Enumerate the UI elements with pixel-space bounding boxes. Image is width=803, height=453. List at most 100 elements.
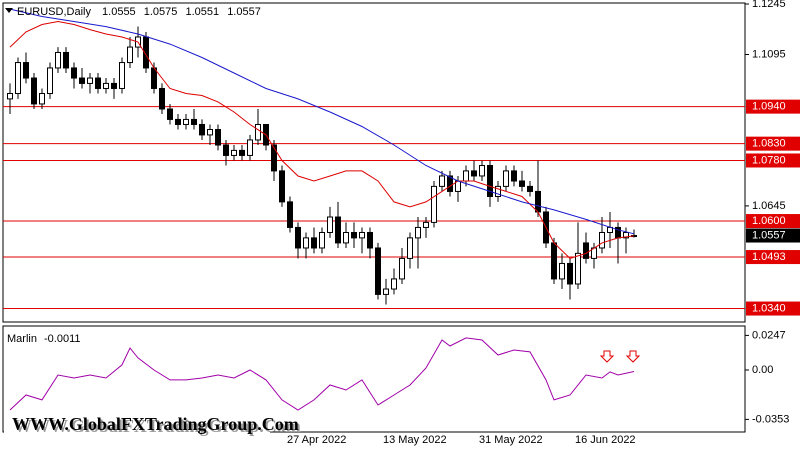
candle-body	[15, 62, 21, 95]
header-low: 1.0551	[185, 6, 219, 18]
level-label-box	[746, 153, 800, 168]
last-price-label: 1.0557	[752, 229, 786, 241]
y-tick-label: 0.00	[752, 364, 773, 376]
candle-body	[199, 123, 205, 136]
candle-body	[23, 62, 29, 79]
candle-body	[599, 231, 605, 249]
candle-body	[231, 149, 237, 156]
oscillator-value: -0.0011	[44, 333, 81, 345]
candle-body	[583, 242, 589, 259]
watermark: WWW.GlobalFXTradingGroup.Com	[12, 414, 299, 434]
level-label: 1.0780	[752, 154, 786, 166]
candle-body	[55, 51, 61, 69]
last-price-box	[746, 228, 800, 243]
candle-body	[383, 288, 389, 295]
level-label: 1.0940	[752, 101, 786, 113]
header-close: 1.0557	[227, 6, 261, 18]
candle-body	[551, 242, 557, 280]
level-label: 1.0830	[752, 138, 786, 150]
candle-body	[159, 87, 165, 110]
price-panel-frame	[2, 2, 746, 323]
candle-body	[63, 51, 69, 69]
candle-body	[335, 216, 341, 244]
candle-body	[127, 46, 133, 64]
candle-body	[207, 129, 213, 136]
level-label-box	[746, 214, 800, 229]
candle-body	[407, 237, 413, 259]
candle-body	[7, 93, 13, 100]
watermark-shadow: WWW.GlobalFXTradingGroup.Com	[14, 416, 301, 436]
candle-body	[471, 170, 477, 177]
candle-body	[191, 118, 197, 125]
candle-body	[535, 190, 541, 213]
candle-body	[39, 93, 45, 105]
candle-body	[271, 144, 277, 172]
candle-body	[175, 118, 181, 125]
candle-body	[423, 221, 429, 228]
candle-body	[255, 123, 261, 141]
candle-body	[487, 165, 493, 197]
plot-layer: 1.1245 1.1095 1.0645 27 Apr 2022 13 May 2022…	[3, 0, 800, 446]
oscillator-line	[9, 337, 635, 411]
level-label: 1.0493	[752, 251, 786, 263]
candle-body	[87, 77, 93, 84]
candle-body	[463, 170, 469, 182]
candle-body	[447, 175, 453, 192]
candle-body	[95, 77, 101, 89]
candle-body	[391, 278, 397, 290]
moving-average	[9, 8, 635, 235]
candle-body	[343, 231, 349, 244]
symbol-header: EURUSD,Daily 1.0555 1.0575 1.0551 1.0557	[17, 6, 261, 18]
candle-body	[319, 231, 325, 249]
candle-body	[223, 144, 229, 156]
level-label: 1.0600	[752, 215, 786, 227]
candle-body	[31, 77, 37, 105]
x-tick-label: 13 May 2022	[383, 434, 447, 446]
candle-body	[399, 257, 405, 280]
candle-body	[519, 180, 525, 187]
candle-body	[479, 165, 485, 177]
candle-body	[431, 185, 437, 223]
level-label-box	[746, 99, 800, 114]
signal-arrow	[599, 350, 615, 363]
candle-body	[575, 252, 581, 285]
y-tick-label: 1.0645	[752, 200, 786, 212]
candle-body	[287, 201, 293, 228]
candle-body	[47, 67, 53, 95]
candle-body	[79, 77, 85, 84]
level-label-box	[746, 250, 800, 265]
signal-arrow	[625, 350, 641, 363]
candle-body	[239, 149, 245, 156]
candle-body	[623, 231, 629, 239]
candle-body	[279, 170, 285, 203]
y-tick-label: 1.1245	[752, 0, 786, 10]
candle-body	[511, 170, 517, 182]
x-tick-label: 31 May 2022	[479, 434, 543, 446]
candle-body	[503, 170, 509, 187]
menu-arrow	[5, 8, 13, 13]
candle-body	[111, 82, 117, 89]
oscillator-panel-frame	[2, 325, 746, 433]
level-label: 1.0340	[752, 302, 786, 314]
candle-body	[119, 62, 125, 89]
level-label-box	[746, 301, 800, 316]
symbol-title: EURUSD,Daily	[17, 6, 91, 18]
y-tick-label: 0.0247	[752, 329, 786, 341]
candle-body	[311, 237, 317, 249]
candle-body	[247, 139, 253, 156]
candle-body	[167, 108, 173, 120]
x-tick-label: 27 Apr 2022	[287, 434, 346, 446]
candle-body	[295, 226, 301, 249]
candle-body	[527, 185, 533, 192]
candle-body	[303, 237, 309, 249]
header-open: 1.0555	[102, 6, 136, 18]
oscillator-title: Marlin -0.0011	[7, 333, 81, 345]
candle-body	[367, 231, 373, 249]
candle-body	[375, 247, 381, 295]
candle-body	[327, 216, 333, 233]
candle-body	[415, 226, 421, 239]
candle-body	[215, 129, 221, 146]
candle-body	[71, 67, 77, 79]
